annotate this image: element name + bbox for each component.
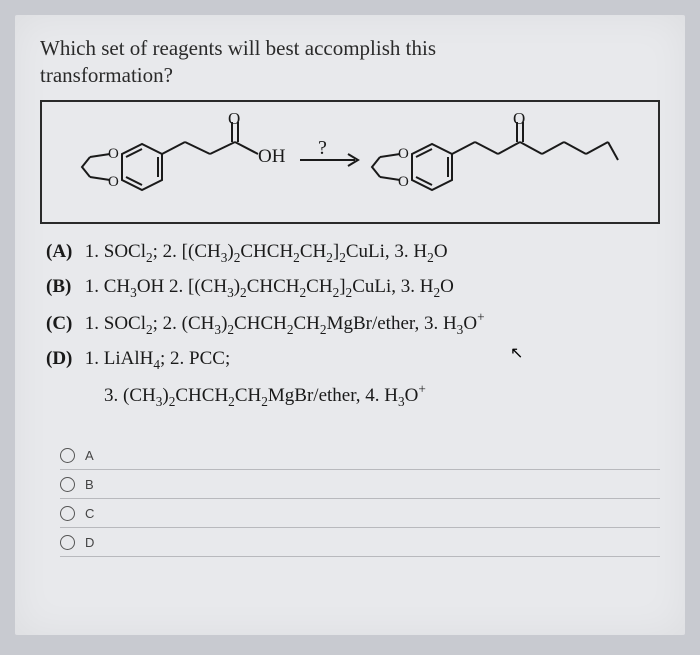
answer-row-d[interactable]: D bbox=[60, 528, 660, 557]
option-d-label: (D) bbox=[46, 343, 80, 375]
oh-label: OH bbox=[258, 146, 286, 167]
radio-c[interactable] bbox=[60, 506, 75, 521]
option-d-text: 1. LiAlH4; 2. PCC; bbox=[85, 348, 231, 369]
option-c: (C) 1. SOCl2; 2. (CH3)2CHCH2CH2MgBr/ethe… bbox=[46, 306, 660, 341]
svg-text:O: O bbox=[108, 174, 119, 190]
answer-label-c: C bbox=[85, 506, 94, 521]
option-b-label: (B) bbox=[46, 271, 80, 303]
cursor-icon: ↖ bbox=[510, 343, 523, 363]
option-a: (A) 1. SOCl2; 2. [(CH3)2CHCH2CH2]2CuLi, … bbox=[46, 236, 660, 269]
question-prompt: Which set of reagents will best accompli… bbox=[40, 35, 660, 90]
option-a-label: (A) bbox=[46, 236, 80, 268]
option-c-label: (C) bbox=[46, 308, 80, 340]
svg-text:O: O bbox=[513, 112, 525, 128]
answer-options-block: (A) 1. SOCl2; 2. [(CH3)2CHCH2CH2]2CuLi, … bbox=[40, 236, 660, 414]
answer-row-b[interactable]: B bbox=[60, 470, 660, 499]
option-d-line2: 3. (CH3)2CHCH2CH2MgBr/ether, 4. H3O+ bbox=[46, 378, 660, 413]
answer-row-c[interactable]: C bbox=[60, 499, 660, 528]
option-d: (D) 1. LiAlH4; 2. PCC; bbox=[46, 343, 660, 376]
svg-text:O: O bbox=[108, 146, 119, 162]
arrow-question-mark: ? bbox=[318, 137, 327, 159]
radio-a[interactable] bbox=[60, 448, 75, 463]
reaction-scheme-box: O O O OH ? bbox=[40, 100, 660, 224]
answer-row-a[interactable]: A bbox=[60, 441, 660, 470]
svg-text:O: O bbox=[228, 112, 240, 128]
option-c-text: 1. SOCl2; 2. (CH3)2CHCH2CH2MgBr/ether, 3… bbox=[85, 313, 485, 334]
answer-label-d: D bbox=[85, 535, 94, 550]
page-container: Which set of reagents will best accompli… bbox=[15, 15, 685, 635]
reaction-svg: O O O OH ? bbox=[57, 112, 643, 212]
answer-label-b: B bbox=[85, 477, 94, 492]
option-b: (B) 1. CH3OH 2. [(CH3)2CHCH2CH2]2CuLi, 3… bbox=[46, 271, 660, 304]
option-b-text: 1. CH3OH 2. [(CH3)2CHCH2CH2]2CuLi, 3. H2… bbox=[85, 276, 454, 297]
prompt-line-2: transformation? bbox=[40, 63, 173, 87]
answer-input-area: A B C D bbox=[40, 441, 660, 557]
prompt-line-1: Which set of reagents will best accompli… bbox=[40, 36, 436, 60]
answer-label-a: A bbox=[85, 448, 94, 463]
radio-d[interactable] bbox=[60, 535, 75, 550]
svg-text:O: O bbox=[398, 174, 409, 190]
radio-b[interactable] bbox=[60, 477, 75, 492]
option-d-line2-text: 3. (CH3)2CHCH2CH2MgBr/ether, 4. H3O+ bbox=[104, 385, 426, 406]
option-a-text: 1. SOCl2; 2. [(CH3)2CHCH2CH2]2CuLi, 3. H… bbox=[85, 241, 448, 262]
svg-text:O: O bbox=[398, 146, 409, 162]
